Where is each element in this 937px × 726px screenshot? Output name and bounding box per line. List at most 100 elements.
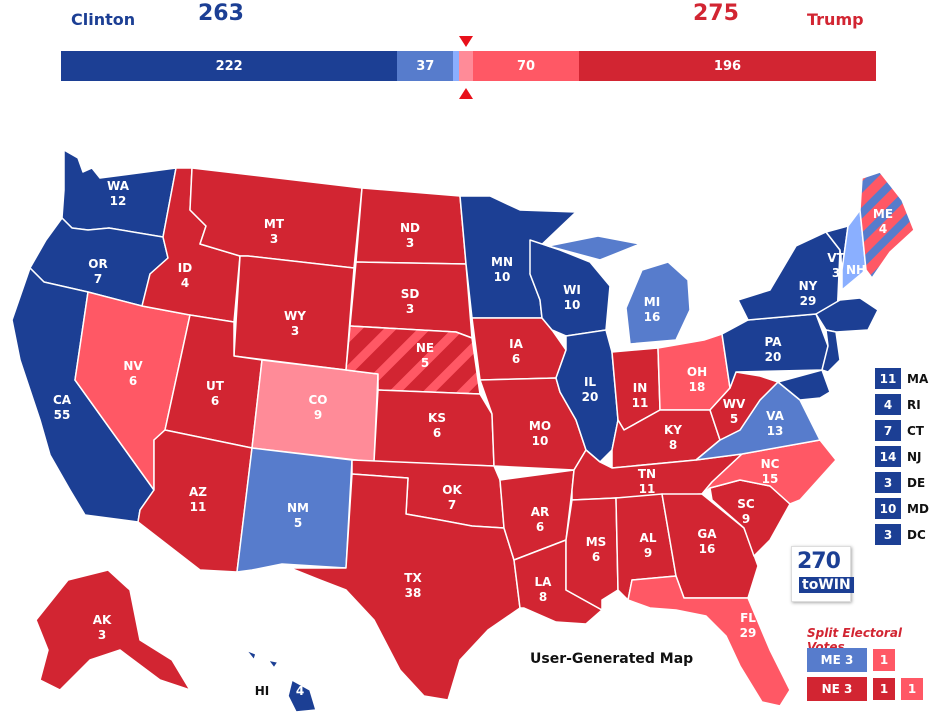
state-label-OK: OK: [442, 483, 462, 497]
state-label-AL: AL: [640, 531, 657, 545]
electoral-vote-bar: 222 37 70 196: [61, 51, 876, 81]
state-label-NE: NE: [416, 341, 434, 355]
state-label-AZ: AZ: [189, 485, 207, 499]
state-label-MN: MN: [491, 255, 513, 269]
state-label-SC: SC: [737, 497, 755, 511]
bar-segment-likely-dem: 37: [397, 51, 454, 81]
state-label-NV: NV: [123, 359, 143, 373]
state-ev-IA: 6: [512, 352, 520, 366]
small-state-row-NJ[interactable]: 14 NJ: [875, 446, 922, 467]
state-ev-MT: 3: [270, 232, 278, 246]
split-me-label[interactable]: ME 3: [807, 648, 867, 672]
state-ev-OR: 7: [94, 272, 102, 286]
state-ME[interactable]: [859, 171, 915, 279]
state-ev-WV: 5: [730, 412, 738, 426]
state-ev-MO: 10: [532, 434, 549, 448]
state-ev-NH: 4: [852, 278, 860, 292]
state-label-NH: NH: [846, 263, 866, 277]
state-ev-NM: 5: [294, 516, 302, 530]
split-me-district[interactable]: 1: [873, 649, 895, 671]
dem-candidate-name: Clinton: [71, 10, 136, 29]
state-ev-TX: 38: [405, 586, 422, 600]
state-AK[interactable]: [35, 569, 191, 691]
state-label-NC: NC: [761, 457, 780, 471]
small-state-row-DC[interactable]: 3 DC: [875, 524, 926, 545]
state-label-MS: MS: [586, 535, 607, 549]
state-label-ME: ME: [873, 207, 893, 221]
small-state-abbr: RI: [907, 397, 921, 412]
small-state-abbr: DE: [907, 475, 926, 490]
split-ne-label[interactable]: NE 3: [807, 677, 867, 701]
state-ev-AZ: 11: [190, 500, 207, 514]
state-label-WV: WV: [723, 397, 746, 411]
state-label-TX: TX: [404, 571, 422, 585]
small-state-ev[interactable]: 10: [875, 498, 901, 519]
state-label-TN: TN: [638, 467, 656, 481]
state-TX[interactable]: [289, 473, 521, 701]
small-state-row-DE[interactable]: 3 DE: [875, 472, 925, 493]
state-NY[interactable]: [737, 231, 841, 333]
state-ev-ME: 4: [879, 222, 887, 236]
state-NH[interactable]: [841, 209, 867, 291]
small-state-ev[interactable]: 3: [875, 472, 901, 493]
state-ev-IL: 20: [582, 390, 599, 404]
state-label-IN: IN: [633, 381, 648, 395]
state-ev-MI: 16: [644, 310, 661, 324]
state-label-IL: IL: [584, 375, 596, 389]
state-ev-OH: 18: [689, 380, 706, 394]
state-ev-AK: 3: [98, 628, 106, 642]
state-label-UT: UT: [206, 379, 225, 393]
state-label-VT: VT: [827, 251, 845, 265]
bar-segment-lean-rep: [459, 51, 474, 81]
state-ev-NV: 6: [129, 374, 137, 388]
state-ev-MN: 10: [494, 270, 511, 284]
state-ev-LA: 8: [539, 590, 547, 604]
state-FL[interactable]: [627, 575, 791, 707]
split-ne-district-1[interactable]: 1: [873, 678, 895, 700]
rep-candidate-name: Trump: [807, 10, 864, 29]
midpoint-marker-bottom-icon: [459, 88, 473, 99]
state-ev-ID: 4: [181, 276, 189, 290]
state-HI[interactable]: [245, 649, 317, 713]
midpoint-marker-top-icon: [459, 36, 473, 47]
state-NJ: [821, 329, 841, 373]
small-state-row-RI[interactable]: 4 RI: [875, 394, 921, 415]
state-label-WI: WI: [563, 283, 581, 297]
small-state-ev[interactable]: 7: [875, 420, 901, 441]
small-state-ev[interactable]: 11: [875, 368, 901, 389]
logo-text: toWIN: [799, 577, 854, 593]
small-state-abbr: MD: [907, 501, 929, 516]
rep-electoral-total: 275: [693, 1, 739, 26]
state-ev-ND: 3: [406, 236, 414, 250]
small-state-ev[interactable]: 4: [875, 394, 901, 415]
state-ev-CA: 55: [54, 408, 71, 422]
state-label-IA: IA: [509, 337, 523, 351]
split-ne-district-2[interactable]: 1: [901, 678, 923, 700]
state-label-FL: FL: [740, 611, 756, 625]
state-label-KS: KS: [428, 411, 446, 425]
bar-segment-lean-dem: [453, 51, 460, 81]
state-ev-FL: 29: [740, 626, 757, 640]
state-label-MI: MI: [644, 295, 660, 309]
small-state-row-MA[interactable]: 11 MA: [875, 368, 928, 389]
bar-segment-safe-dem: 222: [61, 51, 398, 81]
bar-segment-safe-rep: 196: [579, 51, 876, 81]
state-label-ND: ND: [400, 221, 420, 235]
small-state-ev[interactable]: 3: [875, 524, 901, 545]
state-ev-MS: 6: [592, 550, 600, 564]
state-MI[interactable]: [547, 235, 691, 345]
small-state-ev[interactable]: 14: [875, 446, 901, 467]
small-state-row-CT[interactable]: 7 CT: [875, 420, 924, 441]
state-ev-UT: 6: [211, 394, 219, 408]
small-state-row-MD[interactable]: 10 MD: [875, 498, 929, 519]
state-label-MO: MO: [529, 419, 551, 433]
state-label-GA: GA: [697, 527, 717, 541]
state-ev-PA: 20: [765, 350, 782, 364]
state-ev-HI: 4: [296, 684, 304, 698]
state-label-AR: AR: [531, 505, 550, 519]
270towin-logo: 270 toWIN: [791, 546, 854, 602]
state-label-CA: CA: [53, 393, 72, 407]
state-ev-OK: 7: [448, 498, 456, 512]
dem-electoral-total: 263: [198, 1, 244, 26]
state-ev-SC: 9: [742, 512, 750, 526]
